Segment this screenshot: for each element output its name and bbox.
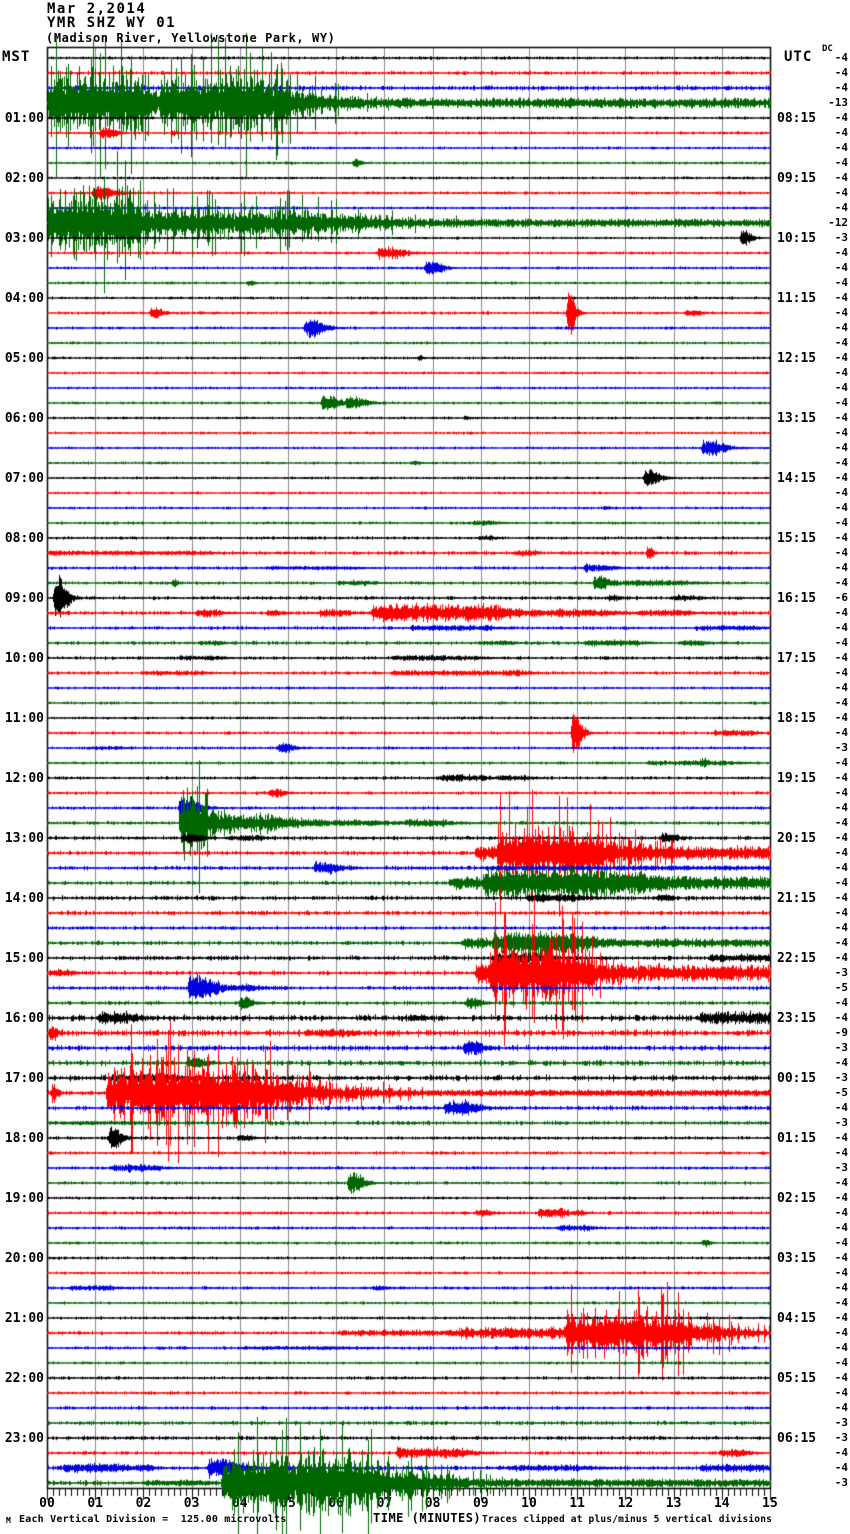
header-date: Mar 2,2014 (47, 1, 147, 17)
header-location: (Madison River, Yellowstone Park, WY) (46, 31, 336, 45)
footer-clip-note: Traces clipped at plus/minus 5 vertical … (482, 1514, 773, 1525)
footer-scale-note: Each Vertical Division = 125.00 microvol… (19, 1514, 287, 1525)
mst-axis-header: MST (2, 49, 31, 65)
x-axis-title: TIME (MINUTES) (373, 1511, 482, 1525)
utc-axis-header: UTC (784, 49, 813, 65)
watermark-logo: M (6, 1516, 11, 1525)
dc-axis-header: DC (822, 44, 833, 54)
header-station: YMR SHZ WY 01 (47, 15, 177, 31)
